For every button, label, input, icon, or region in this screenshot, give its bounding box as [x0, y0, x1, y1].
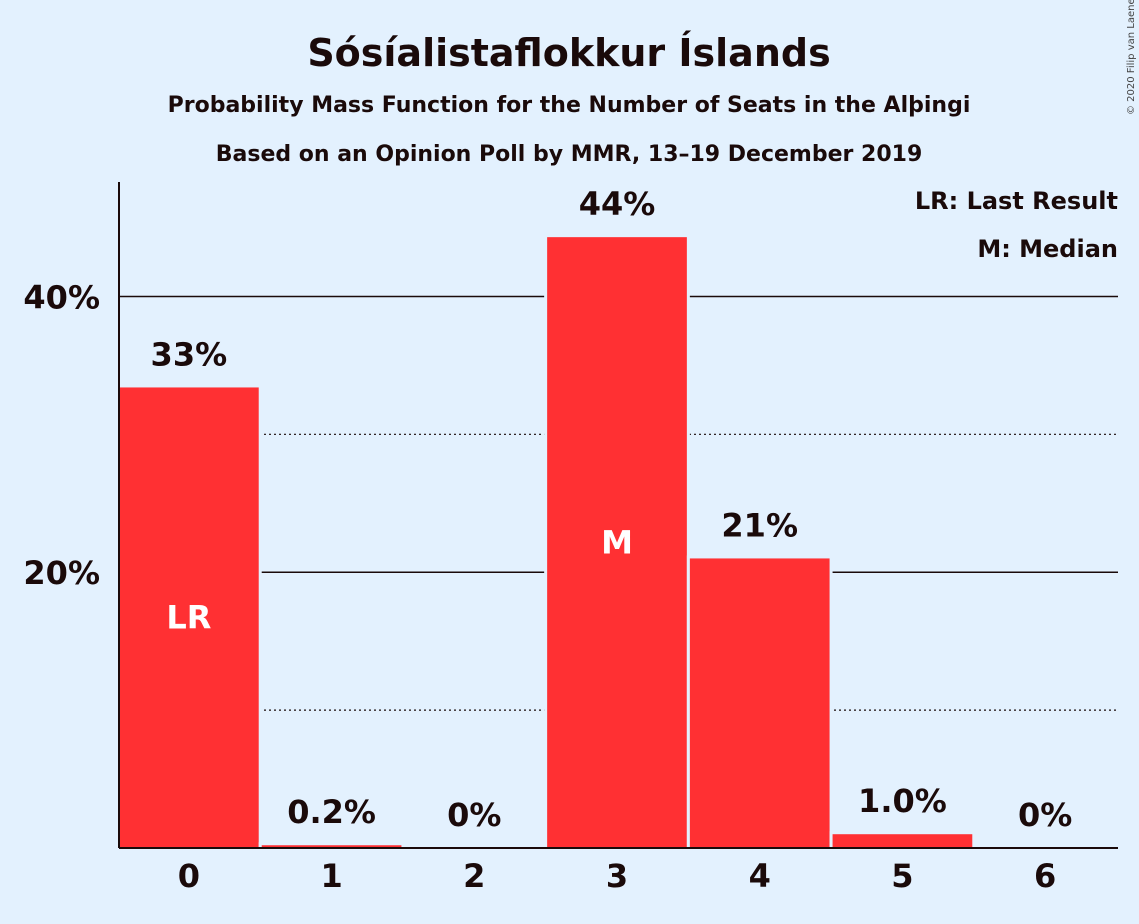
bar-value-label: 0.2%: [287, 793, 376, 831]
bar-value-label: 33%: [151, 335, 228, 373]
chart-title: Sósíalistaflokkur Íslands: [307, 31, 830, 75]
bar-value-label: 0%: [1018, 796, 1072, 834]
bar-inner-label: M: [601, 524, 633, 562]
x-tick-label: 2: [463, 857, 485, 895]
bar-value-label: 1.0%: [858, 782, 947, 820]
bar-value-label: 44%: [579, 185, 656, 223]
bar-value-label: 21%: [721, 506, 798, 544]
bar-seats-4: [689, 558, 830, 848]
bars: [116, 234, 976, 848]
legend-last-result: LR: Last Result: [915, 187, 1118, 215]
bar-seats-5: [832, 834, 973, 848]
x-tick-label: 5: [891, 857, 913, 895]
bar-labels: 33% LR 0.2% 0% 44% M 21% 1.0% 0%: [151, 185, 1073, 834]
bar-inner-label: LR: [166, 599, 211, 637]
x-tick-label: 4: [749, 857, 771, 895]
x-tick-label: 0: [178, 857, 200, 895]
copyright-credit: © 2020 Filip van Laenen: [1126, 0, 1137, 115]
chart-subtitle-1: Probability Mass Function for the Number…: [168, 93, 971, 118]
x-tick-label: 3: [606, 857, 628, 895]
x-tick-label: 6: [1034, 857, 1056, 895]
y-tick-label: 40%: [23, 278, 100, 316]
bar-seats-3: [547, 237, 687, 848]
chart-subtitle-2: Based on an Opinion Poll by MMR, 13–19 D…: [216, 142, 923, 167]
bar-value-label: 0%: [447, 796, 501, 834]
legend-median: M: Median: [977, 235, 1118, 263]
y-tick-label: 20%: [23, 554, 100, 592]
bar-seats-0: [119, 387, 259, 848]
bar-halo: [258, 842, 405, 848]
bar-seats-1: [261, 845, 402, 848]
x-tick-label: 1: [320, 857, 342, 895]
y-tick-labels: 20% 40%: [23, 278, 100, 592]
x-tick-labels: 0 1 2 3 4 5 6: [178, 857, 1057, 895]
